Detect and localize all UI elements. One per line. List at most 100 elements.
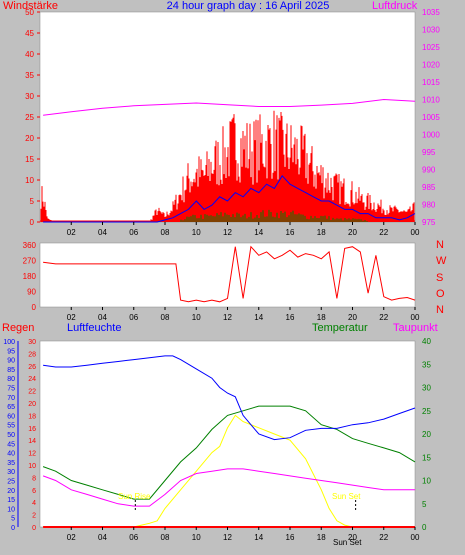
right-title: Luftdruck bbox=[372, 0, 418, 12]
wind-y-tick-label: 0 bbox=[30, 218, 35, 227]
x-tick-label: 18 bbox=[317, 533, 326, 542]
humidity-y-tick-label: 95 bbox=[7, 348, 15, 355]
x-tick-label: 10 bbox=[192, 313, 201, 322]
humidity-y-tick-label: 70 bbox=[7, 395, 15, 402]
x-tick-label: 14 bbox=[254, 313, 263, 322]
label-rain: Regen bbox=[2, 322, 34, 334]
rain-y-tick-label: 20 bbox=[28, 401, 36, 408]
wind-y-tick-label: 35 bbox=[25, 71, 34, 80]
rain-y-tick-label: 26 bbox=[28, 364, 36, 371]
x-tick-label: 08 bbox=[161, 533, 170, 542]
x-tick-label: 04 bbox=[98, 533, 107, 542]
x-tick-label: 16 bbox=[286, 533, 295, 542]
rain-y-tick-label: 14 bbox=[28, 438, 36, 445]
rain-y-tick-label: 8 bbox=[32, 475, 36, 482]
solar-line bbox=[43, 414, 415, 528]
rain-y-tick-label: 16 bbox=[28, 426, 36, 433]
rain-y-tick-label: 24 bbox=[28, 376, 36, 383]
label-dewpoint: Taupunkt bbox=[393, 322, 438, 334]
temperature-y-tick-label: 20 bbox=[422, 430, 431, 439]
x-tick-label: 00 bbox=[411, 533, 420, 542]
wind-y-tick-label: 45 bbox=[25, 29, 34, 38]
direction-y-tick-label: 360 bbox=[23, 241, 37, 250]
rain-y-tick-label: 30 bbox=[28, 339, 36, 346]
x-tick-label: 18 bbox=[317, 228, 326, 237]
chart-title: 24 hour graph day : 16 April 2025 bbox=[167, 0, 330, 12]
x-tick-label: 04 bbox=[98, 313, 107, 322]
humidity-y-tick-label: 90 bbox=[7, 358, 15, 365]
wind-y-tick-label: 10 bbox=[25, 176, 34, 185]
rain-y-tick-label: 6 bbox=[32, 488, 36, 495]
x-tick-label: 02 bbox=[67, 533, 76, 542]
temperature-line bbox=[42, 405, 416, 500]
rain-y-tick-label: 4 bbox=[32, 500, 36, 507]
rain-y-tick-label: 28 bbox=[28, 351, 36, 358]
x-tick-label: 08 bbox=[161, 228, 170, 237]
pressure-y-tick-label: 1005 bbox=[422, 113, 440, 122]
dewpoint-line bbox=[42, 468, 415, 507]
direction-compass-label: N bbox=[436, 304, 444, 316]
label-temperature: Temperatur bbox=[312, 322, 368, 334]
temperature-y-tick-label: 5 bbox=[422, 500, 427, 509]
humidity-y-tick-label: 20 bbox=[7, 488, 15, 495]
x-tick-label: 14 bbox=[254, 533, 263, 542]
x-tick-label: 12 bbox=[223, 533, 232, 542]
x-tick-label: 08 bbox=[161, 313, 170, 322]
humidity-line bbox=[43, 355, 416, 441]
temperature-y-tick-label: 10 bbox=[422, 477, 431, 486]
direction-compass-label: N bbox=[436, 239, 444, 251]
humidity-y-tick-label: 55 bbox=[7, 423, 15, 430]
humidity-y-tick-label: 10 bbox=[7, 506, 15, 513]
direction-compass-label: W bbox=[436, 255, 447, 267]
humidity-y-tick-label: 65 bbox=[7, 404, 15, 411]
sunset-label: Sun Set bbox=[332, 492, 361, 501]
humidity-y-tick-label: 75 bbox=[7, 386, 15, 393]
x-tick-label: 22 bbox=[379, 313, 388, 322]
rain-y-tick-label: 10 bbox=[28, 463, 36, 470]
wind-plot-layer: 0510152025303540455097598098599099510001… bbox=[25, 8, 440, 237]
sunset-tick-label: Sun Set bbox=[333, 538, 362, 547]
humidity-y-tick-label: 80 bbox=[7, 376, 15, 383]
x-tick-label: 22 bbox=[379, 228, 388, 237]
wind-y-tick-label: 15 bbox=[25, 155, 34, 164]
x-tick-label: 02 bbox=[67, 228, 76, 237]
temperature-y-tick-label: 25 bbox=[422, 407, 431, 416]
temperature-y-tick-label: 35 bbox=[422, 360, 431, 369]
x-tick-label: 18 bbox=[317, 313, 326, 322]
x-tick-label: 06 bbox=[129, 228, 138, 237]
x-tick-label: 22 bbox=[379, 533, 388, 542]
x-tick-label: 10 bbox=[192, 228, 201, 237]
x-tick-label: 10 bbox=[192, 533, 201, 542]
humidity-y-tick-label: 85 bbox=[7, 367, 15, 374]
sunrise-label: Sun Rise bbox=[118, 492, 151, 501]
x-tick-label: 02 bbox=[67, 313, 76, 322]
direction-y-tick-label: 270 bbox=[23, 257, 37, 266]
humidity-y-tick-label: 5 bbox=[11, 516, 15, 523]
x-tick-label: 06 bbox=[129, 533, 138, 542]
x-tick-label: 20 bbox=[348, 313, 357, 322]
wind-avg-line bbox=[43, 174, 416, 223]
wind-y-tick-label: 5 bbox=[30, 197, 35, 206]
temperature-y-tick-label: 0 bbox=[422, 523, 427, 532]
x-tick-label: 20 bbox=[348, 228, 357, 237]
pressure-y-tick-label: 985 bbox=[422, 183, 436, 192]
rain-y-tick-label: 2 bbox=[32, 513, 36, 520]
direction-y-tick-label: 0 bbox=[32, 303, 37, 312]
humidity-y-tick-label: 60 bbox=[7, 413, 15, 420]
humidity-y-tick-label: 45 bbox=[7, 441, 15, 448]
x-tick-label: 06 bbox=[129, 313, 138, 322]
x-tick-label: 12 bbox=[223, 313, 232, 322]
x-tick-label: 00 bbox=[411, 313, 420, 322]
x-tick-label: 00 bbox=[411, 228, 420, 237]
pressure-y-tick-label: 1025 bbox=[422, 43, 440, 52]
pressure-y-tick-label: 1010 bbox=[422, 96, 440, 105]
temperature-y-tick-label: 40 bbox=[422, 337, 431, 346]
rain-y-tick-label: 18 bbox=[28, 413, 36, 420]
x-tick-label: 16 bbox=[286, 313, 295, 322]
temperature-y-tick-label: 30 bbox=[422, 384, 431, 393]
pressure-y-tick-label: 1020 bbox=[422, 61, 440, 70]
x-tick-label: 14 bbox=[254, 228, 263, 237]
wind-y-tick-label: 25 bbox=[25, 113, 34, 122]
rain-y-tick-label: 12 bbox=[28, 451, 36, 458]
